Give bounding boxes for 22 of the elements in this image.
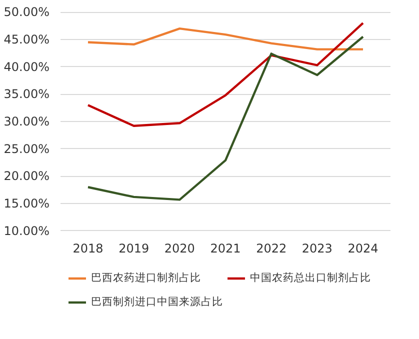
y-tick-label: 40.00% bbox=[4, 60, 50, 74]
x-tick-label: 2024 bbox=[348, 242, 378, 256]
y-tick-label: 35.00% bbox=[4, 87, 50, 102]
line-series bbox=[86, 27, 364, 50]
x-tick-label: 2019 bbox=[118, 242, 150, 256]
y-tick-label: 10.00% bbox=[4, 224, 50, 238]
legend-label: 巴西农药进口制剂占比 bbox=[91, 271, 201, 285]
line-series bbox=[86, 36, 364, 201]
x-tick-label: 2021 bbox=[210, 242, 241, 256]
y-tick-label: 50.00% bbox=[4, 5, 50, 20]
legend-label: 中国农药总出口制剂占比 bbox=[250, 271, 371, 285]
legend-label: 巴西制剂进口中国来源占比 bbox=[91, 295, 223, 309]
y-tick-label: 15.00% bbox=[4, 196, 50, 211]
y-tick-label: 45.00% bbox=[4, 32, 50, 46]
x-tick-label: 2020 bbox=[164, 242, 195, 256]
line-series bbox=[86, 22, 364, 127]
y-tick-label: 20.00% bbox=[4, 169, 50, 184]
y-tick-label: 25.00% bbox=[4, 142, 50, 156]
x-tick-label: 2023 bbox=[302, 242, 332, 256]
x-tick-label: 2022 bbox=[256, 242, 287, 256]
x-tick-label: 2018 bbox=[72, 242, 104, 256]
y-tick-label: 30.00% bbox=[4, 114, 50, 128]
